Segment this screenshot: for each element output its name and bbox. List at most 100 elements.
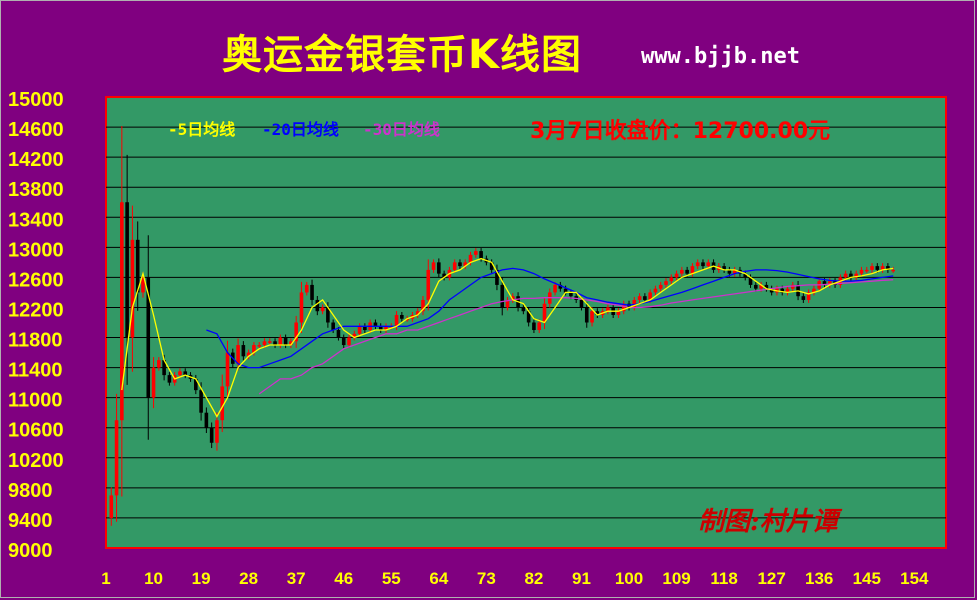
candle-body bbox=[241, 345, 246, 357]
candle-body bbox=[743, 273, 748, 278]
candle-body bbox=[748, 277, 753, 285]
candle-body bbox=[215, 420, 219, 443]
candle-body bbox=[289, 341, 293, 346]
candle-body bbox=[505, 299, 510, 308]
candle-body bbox=[584, 307, 589, 323]
candle-body bbox=[252, 345, 256, 353]
x-tick-label: 100 bbox=[615, 569, 643, 588]
candle-body bbox=[151, 367, 156, 398]
y-tick-label: 11000 bbox=[8, 390, 63, 412]
candle-body bbox=[452, 262, 457, 270]
candle-body bbox=[864, 269, 869, 272]
candle-body bbox=[537, 322, 542, 331]
y-tick-label: 10600 bbox=[8, 420, 64, 442]
candle-body bbox=[357, 326, 362, 334]
candle-body bbox=[183, 371, 188, 376]
candle-body bbox=[510, 296, 515, 300]
y-tick-label: 11400 bbox=[8, 360, 63, 382]
candle-body bbox=[489, 262, 494, 270]
candle-body bbox=[827, 281, 832, 285]
x-tick-label: 1 bbox=[101, 569, 110, 588]
candle-body bbox=[579, 299, 584, 308]
x-tick-label: 19 bbox=[192, 569, 211, 588]
x-tick-label: 127 bbox=[757, 569, 785, 588]
y-tick-label: 9800 bbox=[8, 480, 53, 502]
candle-body bbox=[790, 284, 795, 289]
candle-body bbox=[109, 495, 114, 518]
candle-body bbox=[526, 311, 531, 323]
candle-body bbox=[479, 251, 483, 259]
candle-body bbox=[373, 322, 378, 327]
candle-body bbox=[859, 269, 864, 274]
candle-body bbox=[415, 311, 420, 315]
candle-body bbox=[495, 269, 499, 285]
candle-body bbox=[135, 239, 140, 293]
legend-ma20: -20日均线 bbox=[262, 120, 339, 139]
candle-body bbox=[754, 284, 758, 289]
candle-body bbox=[204, 412, 209, 428]
candle-body bbox=[695, 262, 700, 267]
candle-body bbox=[273, 341, 277, 346]
y-tick-label: 13800 bbox=[8, 179, 64, 201]
candle-body bbox=[558, 284, 563, 289]
candle-body bbox=[394, 314, 399, 327]
candle-body bbox=[532, 322, 536, 331]
candle-body bbox=[849, 273, 853, 278]
y-tick-label: 9400 bbox=[8, 510, 53, 532]
y-tick-label: 12600 bbox=[8, 269, 64, 291]
x-tick-label: 10 bbox=[144, 569, 163, 588]
ma20-line bbox=[206, 267, 894, 369]
x-tick-label: 118 bbox=[710, 569, 737, 588]
x-tick-label: 109 bbox=[662, 569, 690, 588]
y-tick-label: 14600 bbox=[8, 119, 64, 141]
candle-body bbox=[336, 330, 341, 338]
candle-body bbox=[764, 284, 769, 289]
candle-body bbox=[801, 296, 806, 300]
candle-body bbox=[606, 307, 610, 312]
chart-credit: 制图:村片谭 bbox=[698, 507, 843, 537]
y-tick-label: 12200 bbox=[8, 299, 64, 321]
candle-body bbox=[706, 262, 711, 267]
x-tick-label: 55 bbox=[382, 569, 401, 588]
moving-average-lines bbox=[121, 257, 894, 418]
candle-body bbox=[658, 284, 663, 289]
candle-body bbox=[162, 360, 166, 376]
candle-body bbox=[759, 284, 763, 289]
x-tick-label: 73 bbox=[477, 569, 496, 588]
candle-body bbox=[194, 378, 198, 391]
ma30-line bbox=[258, 279, 894, 395]
candle-body bbox=[299, 292, 304, 323]
candle-body bbox=[225, 352, 230, 387]
candle-body bbox=[822, 281, 827, 285]
candle-body bbox=[806, 292, 811, 300]
candle-body bbox=[632, 299, 637, 308]
candle-body bbox=[616, 311, 621, 315]
candle-body bbox=[157, 360, 161, 368]
candle-body bbox=[262, 341, 267, 346]
candle-body bbox=[437, 262, 441, 274]
candle-body bbox=[310, 284, 314, 300]
candle-body bbox=[870, 266, 874, 270]
candle-body bbox=[521, 307, 526, 312]
candle-body bbox=[854, 273, 858, 278]
candle-body bbox=[621, 303, 626, 312]
y-tick-label: 14200 bbox=[8, 149, 64, 171]
candle-body bbox=[732, 269, 737, 274]
candle-body bbox=[880, 266, 885, 270]
candle-body bbox=[405, 318, 409, 321]
candle-body bbox=[701, 262, 705, 267]
candle-body bbox=[426, 269, 431, 300]
site-url: www.bjjb.net bbox=[641, 44, 800, 69]
candle-body bbox=[727, 269, 732, 274]
candle-body bbox=[146, 277, 151, 398]
x-axis-labels: 1 10 19 28 37 46 55 64 73 82 91 100 109 118 127 136 145 1… bbox=[101, 569, 929, 588]
candle-body bbox=[120, 202, 124, 421]
candle-body bbox=[378, 326, 383, 331]
candle-body bbox=[320, 307, 325, 312]
y-tick-label: 11800 bbox=[8, 330, 63, 352]
candle-body bbox=[442, 273, 446, 278]
candle-body bbox=[563, 288, 568, 293]
x-tick-label: 46 bbox=[334, 569, 353, 588]
